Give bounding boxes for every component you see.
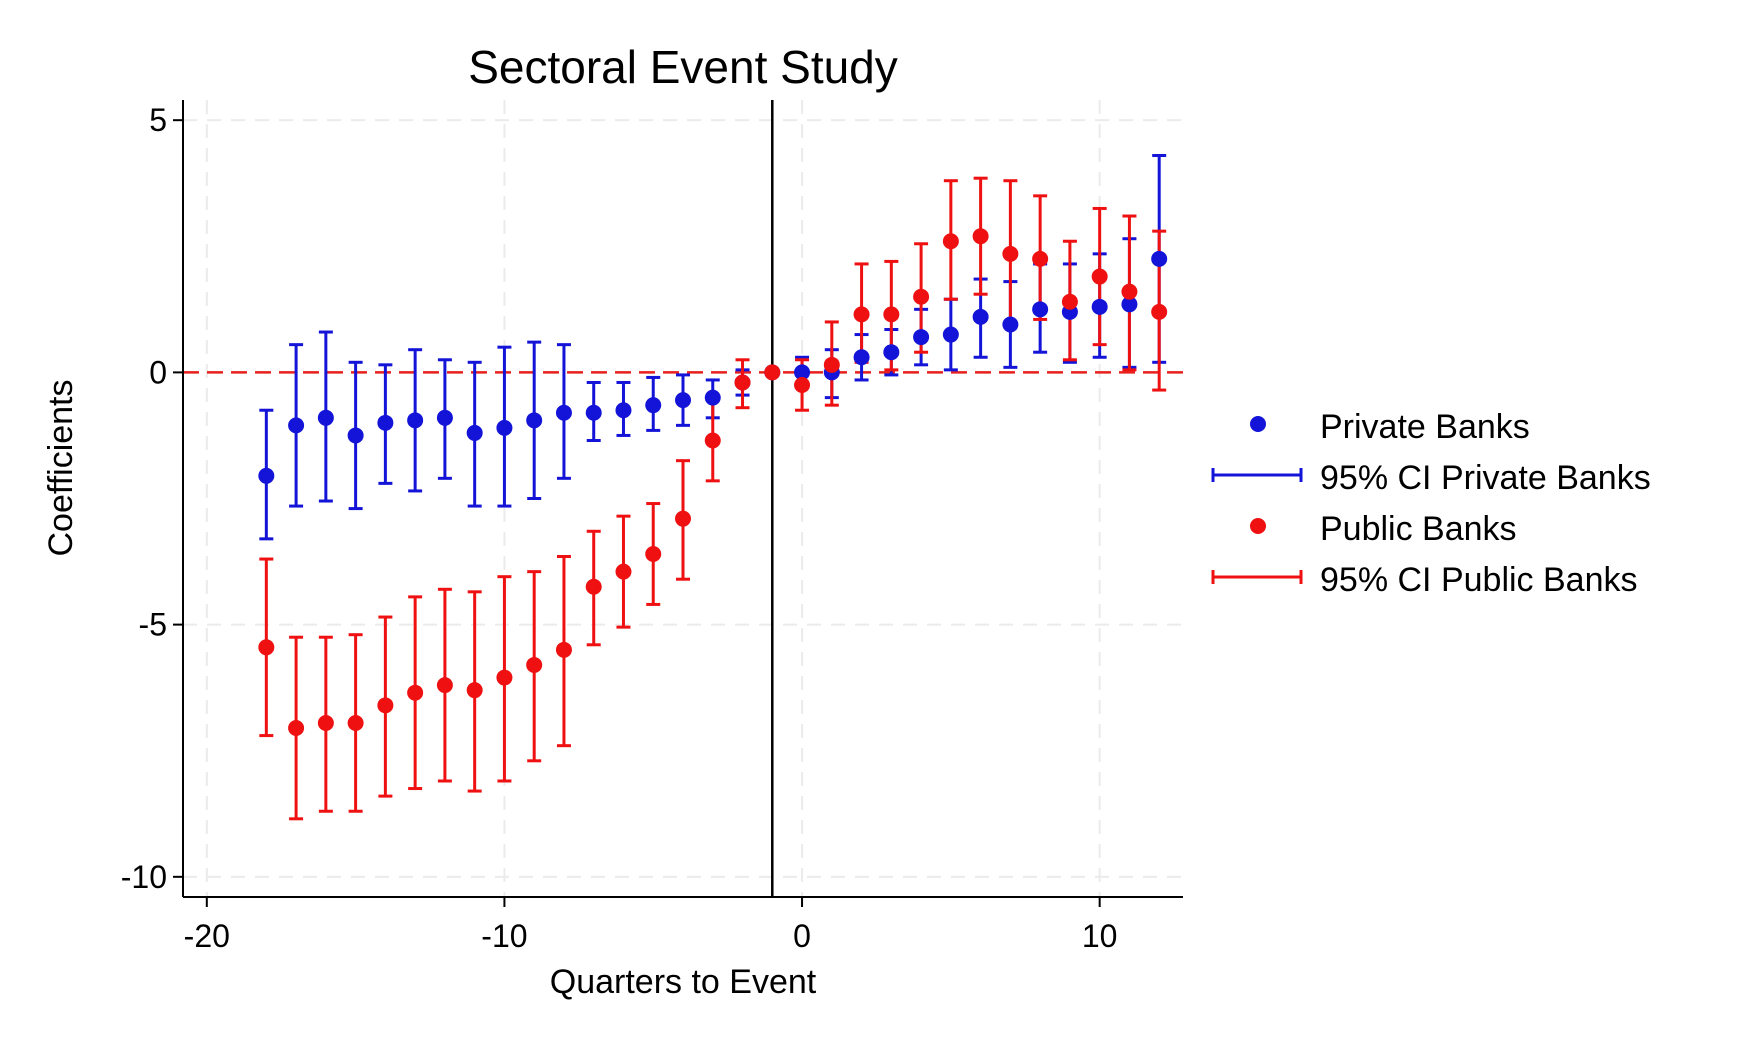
data-point: [615, 402, 632, 419]
markers-private-banks: [258, 250, 1168, 484]
data-point: [675, 392, 691, 409]
data-point: [675, 510, 691, 527]
data-point: [436, 409, 453, 426]
data-point: [407, 684, 424, 701]
data-point: [1151, 250, 1168, 267]
x-axis-title: Quarters to Event: [550, 963, 817, 1001]
y-tick-label: 5: [149, 102, 167, 138]
data-point: [585, 404, 602, 421]
legend-marker: [1250, 416, 1266, 432]
data-point: [853, 349, 870, 366]
data-point: [913, 329, 930, 346]
data-point: [942, 233, 959, 250]
data-point: [407, 412, 424, 429]
data-point: [347, 714, 364, 731]
data-point: [913, 288, 930, 305]
legend-marker: [1250, 518, 1266, 534]
data-point: [436, 677, 453, 694]
legend-label: Private Banks: [1320, 408, 1530, 446]
data-point: [704, 389, 721, 406]
legend-label: 95% CI Public Banks: [1320, 561, 1638, 599]
series-layer: [258, 153, 1168, 821]
data-point: [496, 669, 513, 686]
data-point: [466, 682, 483, 699]
data-point: [615, 563, 632, 580]
data-point: [972, 308, 989, 325]
data-point: [258, 639, 275, 656]
legend-label: 95% CI Private Banks: [1320, 459, 1651, 497]
data-point: [853, 306, 870, 323]
data-point: [1151, 303, 1168, 320]
data-point: [1032, 250, 1049, 267]
data-point: [555, 404, 572, 421]
data-point: [347, 427, 364, 444]
data-point: [496, 419, 513, 436]
data-point: [764, 364, 781, 381]
y-axis-title: Coefficients: [42, 379, 80, 556]
data-point: [645, 397, 662, 414]
x-tick-label: 0: [793, 918, 811, 954]
data-point: [1091, 268, 1108, 285]
data-point: [972, 228, 989, 245]
x-tick-label: 10: [1082, 918, 1118, 954]
data-point: [526, 412, 543, 429]
chart-title: Sectoral Event Study: [468, 41, 898, 93]
data-point: [823, 356, 840, 373]
data-point: [794, 364, 811, 381]
axes-layer: 5 0 -5 -10 -20 -10 0 10: [121, 100, 1183, 954]
series-public-banks: [259, 176, 1167, 821]
data-point: [466, 424, 483, 441]
data-point: [734, 374, 751, 391]
data-point: [377, 697, 394, 714]
data-point: [585, 578, 602, 595]
data-point: [942, 326, 959, 343]
data-point: [555, 641, 572, 658]
data-point: [794, 377, 811, 394]
data-point: [704, 432, 721, 449]
legend: Private Banks 95% CI Private Banks Public …: [1211, 408, 1651, 599]
data-point: [288, 720, 305, 737]
data-point: [377, 414, 394, 431]
x-tick-label: -10: [481, 918, 527, 954]
data-point: [317, 409, 334, 426]
data-point: [645, 545, 662, 562]
data-point: [288, 417, 305, 434]
data-point: [1121, 296, 1138, 313]
data-point: [526, 656, 543, 673]
data-point: [1091, 298, 1108, 315]
x-tick-label: -20: [184, 918, 230, 954]
data-point: [1002, 245, 1019, 262]
data-point: [1121, 283, 1138, 300]
data-point: [317, 714, 334, 731]
reference-lines: [183, 100, 1183, 897]
data-point: [1002, 316, 1019, 333]
markers-public-banks: [258, 228, 1168, 737]
data-point: [883, 344, 900, 361]
data-point: [1032, 301, 1049, 318]
y-tick-label: 0: [149, 354, 167, 390]
legend-label: Public Banks: [1320, 510, 1517, 548]
data-point: [1061, 293, 1078, 310]
data-point: [258, 467, 275, 484]
data-point: [883, 306, 900, 323]
y-tick-label: -5: [139, 607, 167, 643]
y-tick-label: -10: [121, 859, 167, 895]
